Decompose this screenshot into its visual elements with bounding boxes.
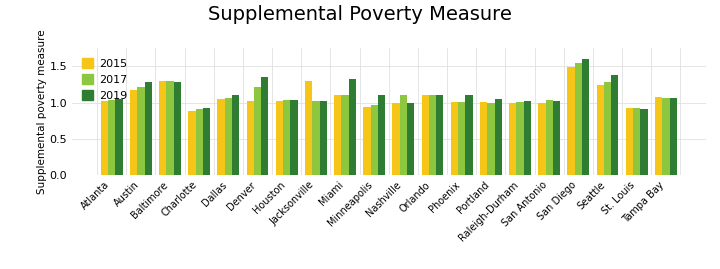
Bar — [348, 79, 356, 175]
Bar — [101, 101, 108, 175]
Bar — [196, 109, 203, 175]
Bar — [254, 87, 261, 175]
Legend: 2015, 2017, 2019: 2015, 2017, 2019 — [78, 54, 131, 105]
Bar — [670, 98, 677, 175]
Bar — [655, 97, 662, 175]
Bar — [516, 102, 523, 175]
Bar — [465, 95, 472, 175]
Bar — [392, 102, 400, 175]
Bar — [334, 95, 341, 175]
Bar — [662, 98, 670, 175]
Bar — [166, 81, 174, 175]
Bar — [487, 102, 495, 175]
Bar — [174, 82, 181, 175]
Bar — [138, 87, 145, 175]
Bar — [108, 100, 115, 175]
Bar — [509, 102, 516, 175]
Y-axis label: Supplemental poverty measure: Supplemental poverty measure — [37, 29, 47, 194]
Bar — [640, 109, 647, 175]
Bar — [189, 111, 196, 175]
Bar — [553, 101, 560, 175]
Bar — [597, 84, 604, 175]
Bar — [567, 67, 575, 175]
Bar — [539, 103, 546, 175]
Bar — [232, 95, 239, 175]
Bar — [495, 99, 502, 175]
Bar — [422, 95, 429, 175]
Bar — [159, 81, 166, 175]
Bar — [276, 101, 283, 175]
Bar — [203, 108, 210, 175]
Bar — [145, 82, 152, 175]
Bar — [371, 105, 378, 175]
Bar — [130, 90, 138, 175]
Bar — [261, 77, 269, 175]
Bar — [400, 95, 407, 175]
Bar — [378, 95, 385, 175]
Bar — [247, 101, 254, 175]
Bar — [582, 59, 589, 175]
Bar — [633, 108, 640, 175]
Bar — [611, 75, 618, 175]
Bar — [320, 101, 327, 175]
Bar — [480, 102, 487, 175]
Bar — [290, 100, 297, 175]
Bar — [115, 99, 122, 175]
Bar — [604, 82, 611, 175]
Text: Supplemental Poverty Measure: Supplemental Poverty Measure — [208, 5, 512, 24]
Bar — [305, 81, 312, 175]
Bar — [283, 100, 290, 175]
Bar — [312, 101, 320, 175]
Bar — [225, 98, 232, 175]
Bar — [364, 107, 371, 175]
Bar — [575, 63, 582, 175]
Bar — [626, 108, 633, 175]
Bar — [217, 99, 225, 175]
Bar — [429, 95, 436, 175]
Bar — [458, 102, 465, 175]
Bar — [523, 101, 531, 175]
Bar — [436, 95, 444, 175]
Bar — [407, 102, 414, 175]
Bar — [451, 102, 458, 175]
Bar — [341, 95, 348, 175]
Bar — [546, 100, 553, 175]
